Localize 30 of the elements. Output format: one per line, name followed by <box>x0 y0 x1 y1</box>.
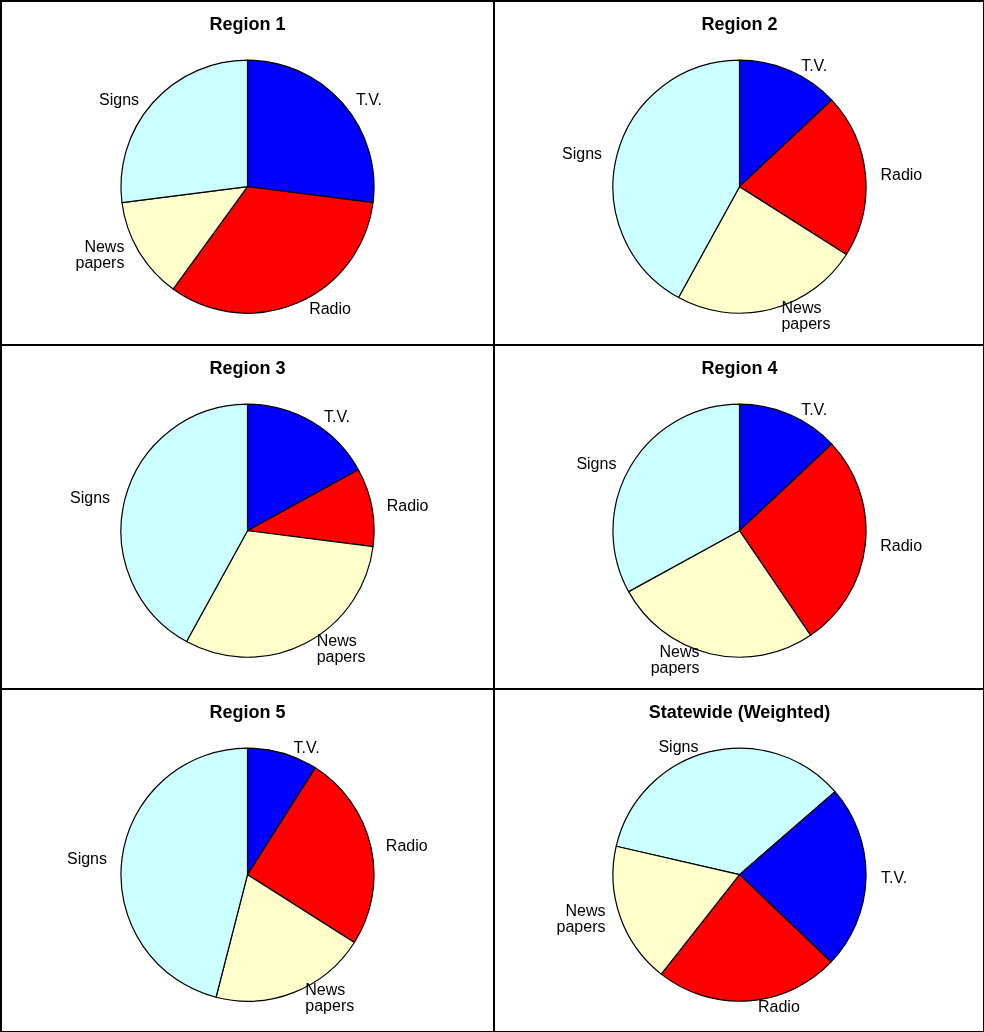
slice-label: Radio <box>385 837 428 855</box>
slice-label: News papers <box>556 902 606 936</box>
chart-title: Region 4 <box>701 358 778 378</box>
slice-label: News papers <box>781 298 831 332</box>
slice-label: T.V. <box>293 738 320 756</box>
slice-label: Signs <box>562 145 603 163</box>
slice-label: News papers <box>650 643 700 677</box>
slice-label: Radio <box>757 998 800 1016</box>
slice-label: T.V. <box>355 90 383 108</box>
slice-label: Signs <box>99 90 140 108</box>
slice-label: T.V. <box>881 869 908 887</box>
chart-title: Statewide (Weighted) <box>648 702 831 722</box>
slice-label: News papers <box>75 237 125 271</box>
chart-title: Region 5 <box>209 702 286 722</box>
slice-label: Radio <box>880 165 923 183</box>
chart-title: Region 2 <box>701 14 778 34</box>
slice-label: News papers <box>305 981 355 1015</box>
slice-label: Radio <box>309 299 352 317</box>
slice-label: News papers <box>316 632 366 666</box>
chart-title: Region 3 <box>209 358 286 378</box>
slice-label: T.V. <box>801 400 828 418</box>
slice-label: T.V. <box>801 56 828 74</box>
slice-label: Signs <box>66 849 108 867</box>
chart-title: Region 1 <box>209 14 286 34</box>
slice-label: Signs <box>658 737 699 755</box>
slice-label: Radio <box>880 536 923 554</box>
slice-label: T.V. <box>323 408 351 426</box>
slice-label: Signs <box>576 454 617 472</box>
slice-label: Signs <box>70 489 111 507</box>
slice-label: Radio <box>386 497 429 515</box>
